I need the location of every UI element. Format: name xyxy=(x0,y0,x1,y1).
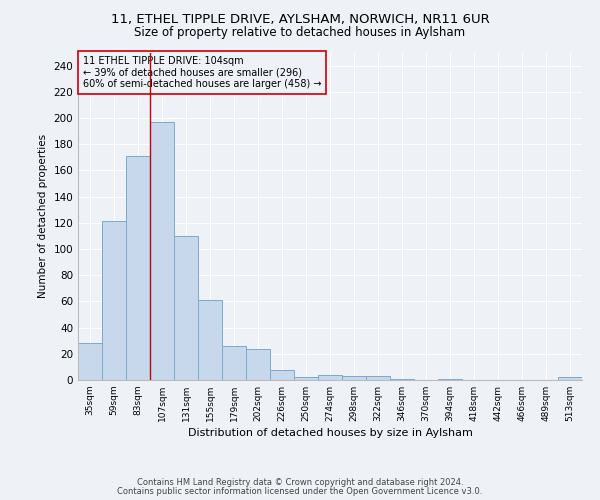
Bar xyxy=(558,378,582,380)
Bar xyxy=(390,378,414,380)
Bar xyxy=(270,370,294,380)
Text: 11 ETHEL TIPPLE DRIVE: 104sqm
← 39% of detached houses are smaller (296)
60% of : 11 ETHEL TIPPLE DRIVE: 104sqm ← 39% of d… xyxy=(83,56,322,89)
Text: Contains public sector information licensed under the Open Government Licence v3: Contains public sector information licen… xyxy=(118,487,482,496)
Bar xyxy=(342,376,366,380)
Text: 11, ETHEL TIPPLE DRIVE, AYLSHAM, NORWICH, NR11 6UR: 11, ETHEL TIPPLE DRIVE, AYLSHAM, NORWICH… xyxy=(110,12,490,26)
Bar xyxy=(222,346,246,380)
Text: Size of property relative to detached houses in Aylsham: Size of property relative to detached ho… xyxy=(134,26,466,39)
Bar xyxy=(294,378,318,380)
Bar xyxy=(174,236,198,380)
Bar xyxy=(126,156,150,380)
Bar xyxy=(438,378,462,380)
Bar xyxy=(78,344,102,380)
Bar xyxy=(366,376,390,380)
Bar xyxy=(102,222,126,380)
Text: Contains HM Land Registry data © Crown copyright and database right 2024.: Contains HM Land Registry data © Crown c… xyxy=(137,478,463,487)
Bar xyxy=(150,122,174,380)
X-axis label: Distribution of detached houses by size in Aylsham: Distribution of detached houses by size … xyxy=(188,428,472,438)
Bar xyxy=(246,348,270,380)
Bar xyxy=(198,300,222,380)
Y-axis label: Number of detached properties: Number of detached properties xyxy=(38,134,48,298)
Bar xyxy=(318,375,342,380)
